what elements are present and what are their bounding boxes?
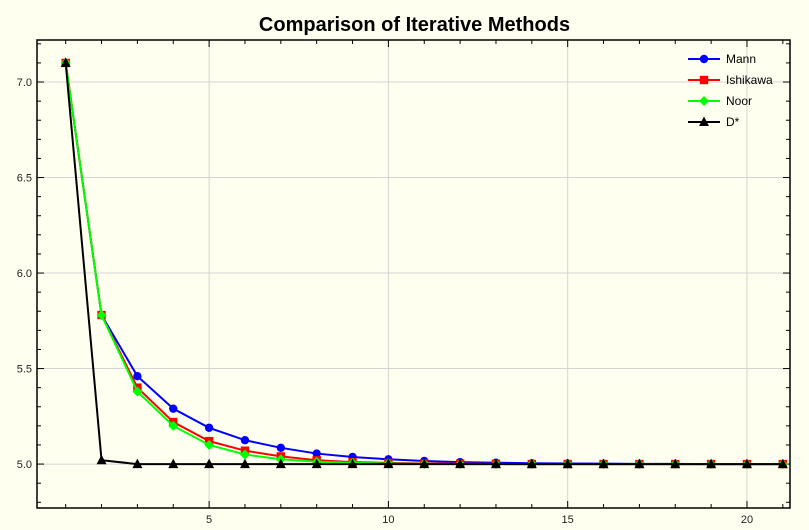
y-tick-label: 6.5 — [17, 173, 32, 185]
data-point — [598, 458, 609, 469]
data-point — [383, 458, 394, 469]
legend-marker — [699, 96, 709, 106]
legend-entry: D* — [688, 115, 740, 129]
data-point — [275, 458, 286, 469]
y-tick-label: 5.0 — [17, 459, 32, 471]
data-point — [455, 458, 466, 469]
plot-area — [37, 40, 790, 508]
data-point — [132, 458, 143, 469]
legend-marker — [699, 116, 709, 126]
data-point — [96, 310, 107, 321]
legend-entry: Ishikawa — [688, 73, 773, 87]
data-point — [706, 458, 717, 469]
chart-title: Comparison of Iterative Methods — [258, 14, 571, 36]
legend-marker — [699, 75, 709, 85]
data-point — [670, 458, 681, 469]
data-point — [168, 420, 179, 431]
legend-entry: Noor — [688, 94, 752, 108]
plot-frame — [36, 39, 791, 509]
y-tick-label: 6.0 — [17, 268, 32, 280]
data-point — [311, 458, 322, 469]
data-point — [777, 458, 788, 469]
data-point — [133, 371, 142, 381]
data-point — [490, 458, 501, 469]
data-point — [239, 449, 250, 460]
x-tick-label: 15 — [562, 514, 574, 526]
legend-label: Noor — [726, 94, 752, 108]
data-point — [168, 458, 179, 469]
data-point — [562, 458, 573, 469]
data-point — [240, 435, 250, 445]
data-point — [634, 458, 645, 469]
x-tick-label: 10 — [382, 514, 394, 526]
x-tick-label: 20 — [741, 514, 753, 526]
legend-label: Mann — [726, 52, 756, 66]
data-point — [96, 454, 107, 465]
data-point — [132, 386, 143, 397]
data-point — [239, 458, 250, 469]
data-point — [204, 439, 215, 450]
data-point — [276, 443, 286, 453]
data-point — [312, 449, 321, 458]
legend-marker — [699, 54, 709, 64]
legend-label: D* — [726, 115, 740, 129]
data-point — [60, 57, 71, 67]
y-tick-label: 5.5 — [17, 364, 32, 376]
legend-entry: Mann — [688, 52, 756, 66]
data-point — [347, 458, 358, 469]
data-point — [419, 458, 430, 469]
legend-label: Ishikawa — [726, 73, 773, 87]
data-point — [169, 404, 178, 413]
data-point — [741, 458, 752, 469]
data-point — [204, 423, 214, 432]
series-d- — [60, 57, 788, 469]
x-tick-label: 5 — [206, 514, 212, 526]
data-point — [204, 458, 215, 469]
y-tick-label: 7.0 — [17, 77, 32, 89]
data-point — [526, 458, 537, 469]
